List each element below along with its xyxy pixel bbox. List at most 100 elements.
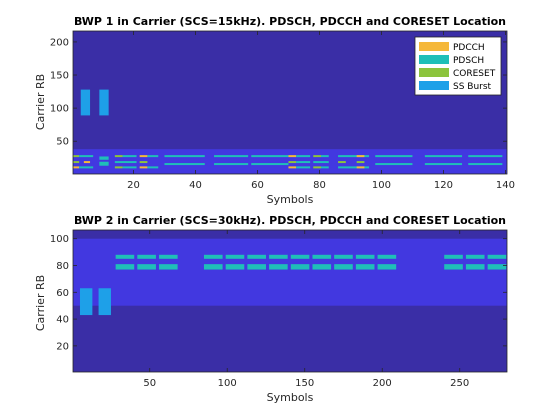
plot-2-region-pdsch-14 <box>247 264 266 270</box>
plot-2-region-pdsch-25 <box>377 254 397 259</box>
plot-1-region-pdsch-15 <box>114 161 137 164</box>
plot-2-xtick-label-2: 150 <box>295 378 314 389</box>
plot-1-region-coreset-11 <box>114 166 123 169</box>
plot-2-region-pdsch-5 <box>137 254 156 259</box>
plot-1-region-pdsch-7 <box>79 155 94 158</box>
plot-1-xtick-label-1: 40 <box>189 180 202 191</box>
legend-swatch-pdsch <box>419 55 449 64</box>
legend-label-ssburst: SS Burst <box>453 82 492 92</box>
plot-1-region-pdsch-6 <box>79 166 94 169</box>
plot-2-region-pdsch-10 <box>203 264 223 270</box>
legend-label-pdsch: PDSCH <box>453 56 484 66</box>
plot-1-region-coreset-34 <box>313 155 321 158</box>
plot-1-region-pdsch-35 <box>313 161 329 164</box>
plot-1-axes-box <box>72 30 508 175</box>
plot-1-region-pdsch-47 <box>424 163 463 166</box>
plot-2-xtick-label-3: 200 <box>373 378 392 389</box>
plot-1-area: 20 40 60 80 100 120 140 50 100 150 200 PDCCH PDSCH CO… <box>50 30 515 191</box>
plot-1-region-pdsch-49 <box>468 163 503 166</box>
plot-1-xtick-label-6: 140 <box>496 180 515 191</box>
plot-1-region-ssburst-1 <box>80 89 91 116</box>
plot-1-title: BWP 1 in Carrier (SCS=15kHz). PDSCH, PDC… <box>74 15 506 28</box>
plot-1-region-coreset-12 <box>114 155 123 158</box>
plot-1-ytick-label-0: 50 <box>56 137 69 148</box>
plot-2-region-bwp-0 <box>73 238 507 306</box>
legend-label-coreset: CORESET <box>453 69 496 79</box>
plot-2-region-pdsch-20 <box>312 264 332 270</box>
plot-1-region-pdcch-16 <box>139 166 148 169</box>
plot-2-axes-box <box>72 229 508 373</box>
plot-1-region-pdsch-26 <box>251 163 289 166</box>
plot-1-xlabel: Symbols <box>267 193 314 206</box>
plot-1-region-pdcch-27 <box>288 166 297 169</box>
plot-1-xtick-label-5: 120 <box>434 180 453 191</box>
plot-2-region-pdsch-21 <box>334 254 353 259</box>
plot-1-region-pdsch-23 <box>214 155 249 158</box>
plot-2-region-pdsch-11 <box>225 254 245 259</box>
plot-1-region-pdsch-24 <box>214 163 249 166</box>
plot-2-region-pdsch-4 <box>115 264 135 270</box>
plot-2-region-pdsch-28 <box>444 264 463 270</box>
plot-1-region-pdcch-4 <box>73 166 80 169</box>
plot-1-region-pdsch-20 <box>147 155 159 158</box>
plot-1-region-pdsch-30 <box>296 166 311 169</box>
plot-1-region-pdcch-8 <box>83 161 91 164</box>
plot-2-region-pdsch-13 <box>247 254 266 259</box>
plot-2-region-pdsch-32 <box>487 264 507 270</box>
plot-2-region-pdsch-22 <box>334 264 353 270</box>
plot-1-region-coreset-18 <box>139 161 148 164</box>
plot-1-region-pdcch-28 <box>288 155 297 158</box>
plot-2-area: 50 100 150 200 250 20 40 60 80 100 <box>50 229 508 389</box>
legend-swatch-ssburst <box>419 81 449 90</box>
plot-1-ytick-label-1: 100 <box>50 104 69 115</box>
plot-1-region-pdsch-46 <box>424 155 463 158</box>
plot-1-region-pdsch-40 <box>338 166 370 169</box>
plot-2-xtick-label-4: 250 <box>450 378 469 389</box>
plot-1-region-ssburst-2 <box>99 89 109 116</box>
plot-2-region-ssburst-1 <box>79 288 93 316</box>
plot-1-region-pdsch-44 <box>375 155 413 158</box>
plot-1-ytick-label-2: 150 <box>50 71 69 82</box>
plot-1-ytick-label-3: 200 <box>50 37 69 48</box>
plot-1-region-coreset-5 <box>73 155 80 158</box>
plot-1-region-pdsch-10 <box>99 156 109 160</box>
plot-1: BWP 1 in Carrier (SCS=15kHz). PDSCH, PDC… <box>34 15 515 206</box>
plot-1-region-pdsch-9 <box>99 161 109 166</box>
plot-2-region-pdsch-31 <box>487 254 507 259</box>
plot-1-region-coreset-3 <box>73 161 80 164</box>
plot-1-region-pdsch-13 <box>122 166 137 169</box>
plot-1-xtick-label-4: 100 <box>372 180 391 191</box>
plot-2-region-pdsch-15 <box>269 254 288 259</box>
plot-2-ytick-label-1: 40 <box>56 315 69 326</box>
plot-2-xlabel: Symbols <box>267 391 314 404</box>
plot-1-region-pdsch-14 <box>122 155 137 158</box>
plot-1-region-pdsch-36 <box>321 166 329 169</box>
plot-1-region-pdsch-19 <box>147 166 159 169</box>
plot-2-region-pdsch-30 <box>465 264 485 270</box>
plot-1-region-pdsch-45 <box>375 163 413 166</box>
plot-2-xtick-label-1: 100 <box>218 378 237 389</box>
plot-2-region-pdsch-7 <box>159 254 178 259</box>
plot-1-region-pdsch-25 <box>251 155 289 158</box>
plot-2-region-pdsch-17 <box>290 254 310 259</box>
plot-2-region-pdsch-16 <box>269 264 288 270</box>
plot-2-ytick-label-3: 80 <box>56 261 69 272</box>
plot-2-title: BWP 2 in Carrier (SCS=30kHz). PDSCH, PDC… <box>74 214 506 227</box>
plot-1-region-pdcch-42 <box>356 155 365 158</box>
plot-1-region-pdsch-31 <box>296 155 311 158</box>
plot-1-region-pdsch-48 <box>468 155 503 158</box>
plot-1-ylabel: Carrier RB <box>34 74 47 130</box>
plot-2-region-pdsch-18 <box>290 264 310 270</box>
plot-2-ytick-label-2: 60 <box>56 288 69 299</box>
plot-2-region-pdsch-24 <box>355 264 375 270</box>
plot-2: BWP 2 in Carrier (SCS=30kHz). PDSCH, PDC… <box>34 214 508 404</box>
plot-2-region-pdsch-9 <box>203 254 223 259</box>
plot-1-xtick-label-0: 20 <box>127 180 140 191</box>
plot-1-region-pdcch-41 <box>356 166 365 169</box>
plot-2-region-pdsch-19 <box>312 254 332 259</box>
plot-2-region-pdsch-12 <box>225 264 245 270</box>
plot-1-region-coreset-29 <box>288 161 297 164</box>
plot-1-region-coreset-43 <box>356 161 365 164</box>
plot-1-region-pdsch-37 <box>321 155 329 158</box>
plot-2-region-pdsch-8 <box>159 264 178 270</box>
